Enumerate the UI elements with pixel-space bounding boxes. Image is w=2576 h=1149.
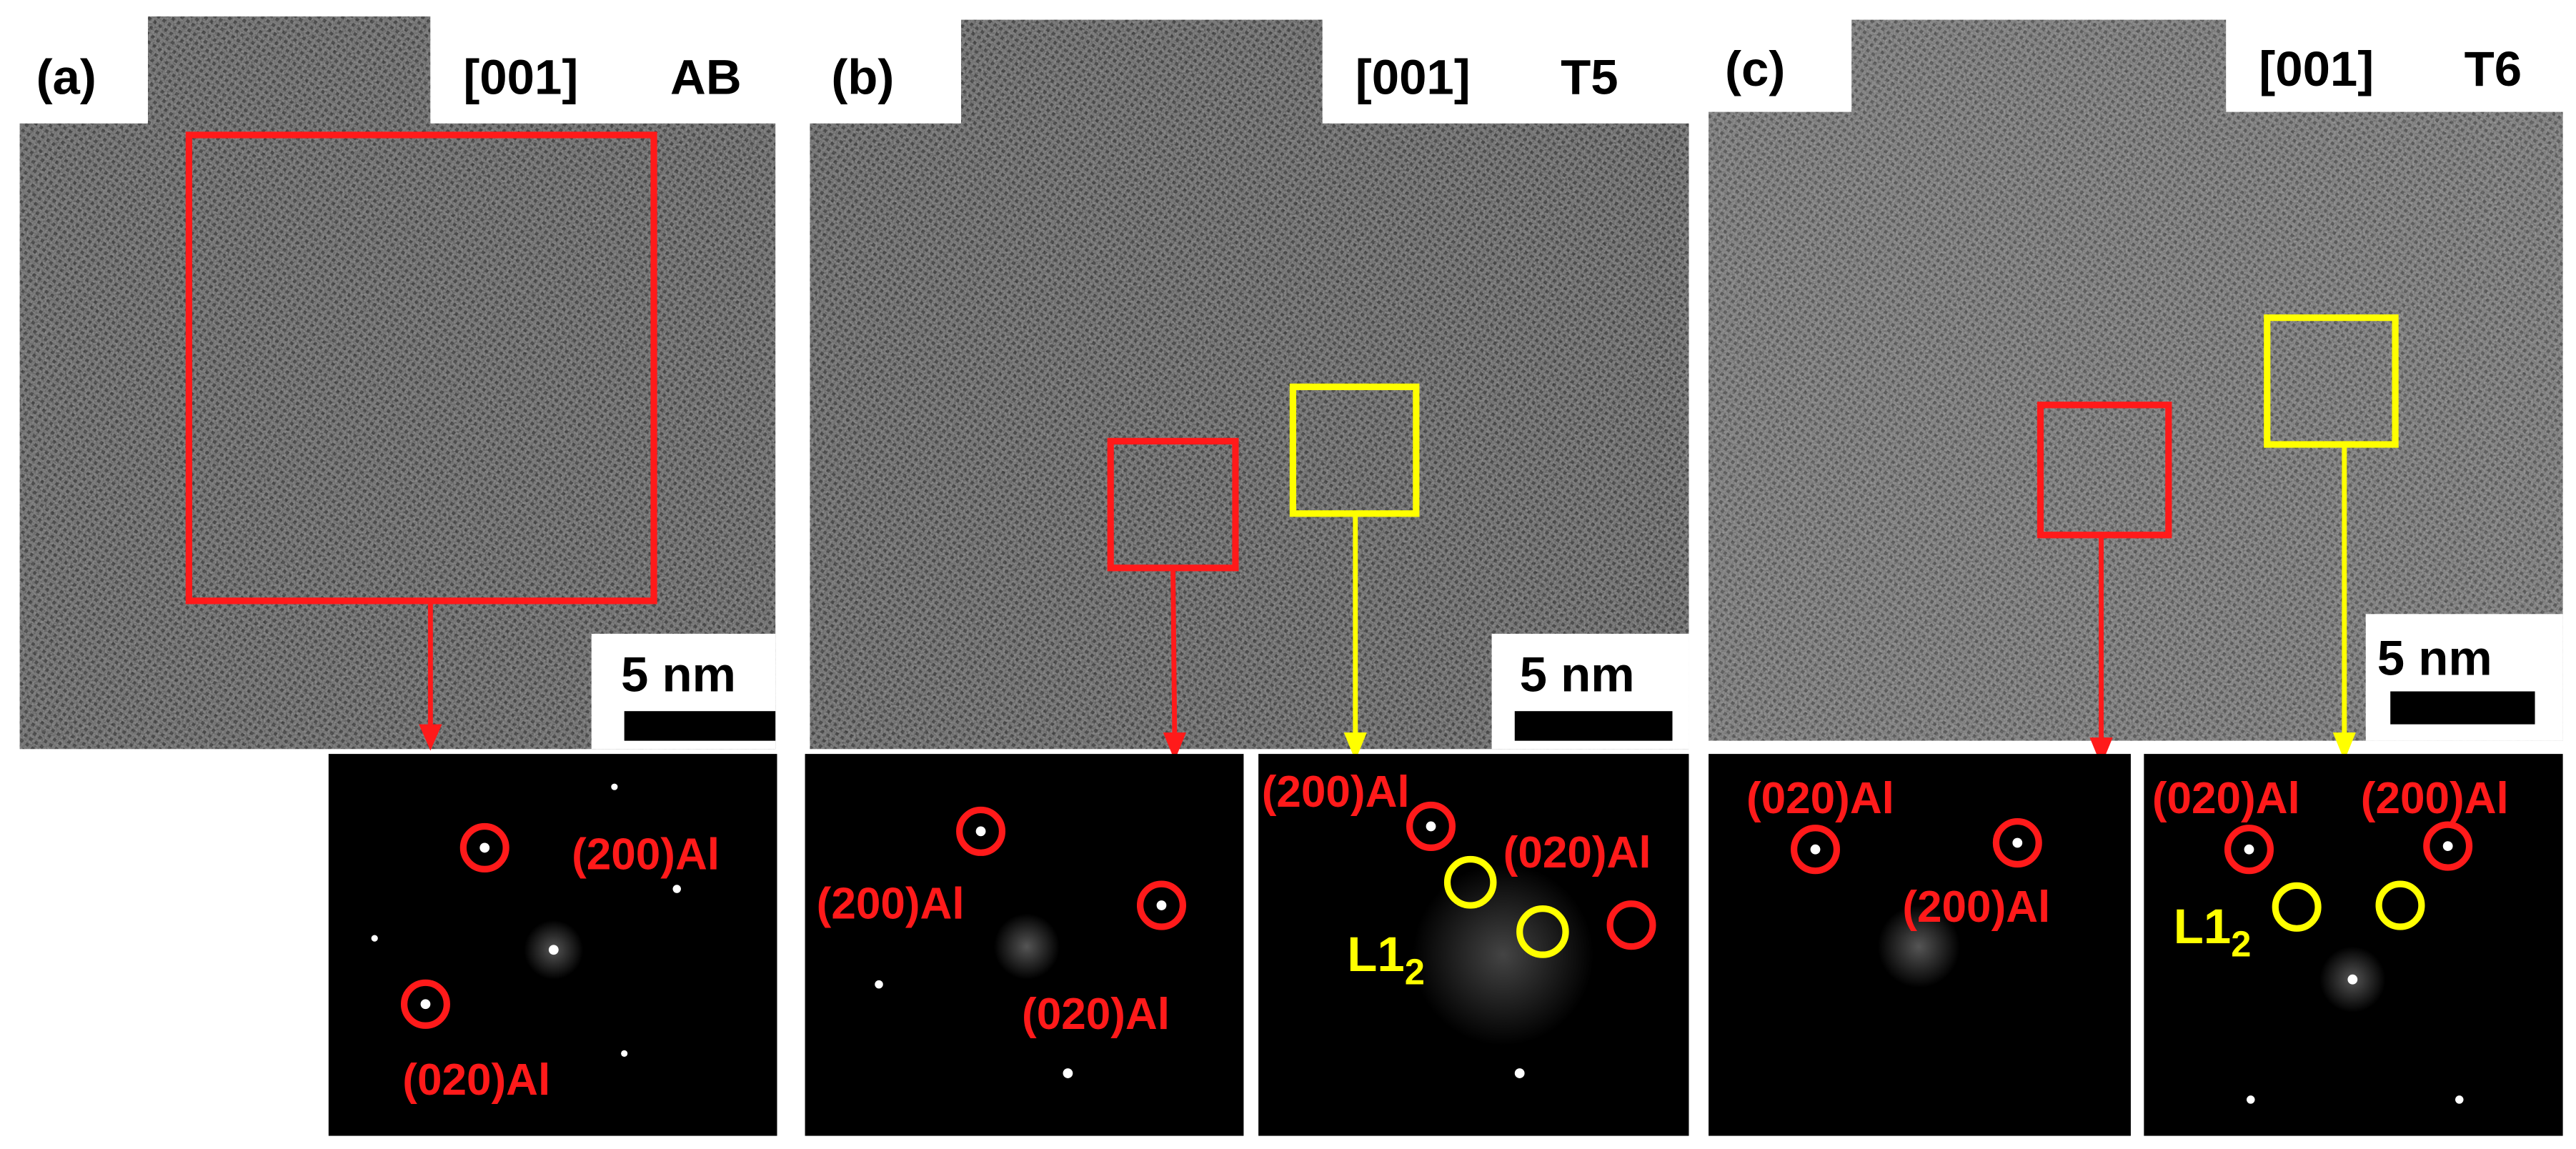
zone-axis: [001]: [1356, 49, 1471, 104]
spot-circle: [400, 979, 450, 1029]
fft-spot: [2247, 1095, 2255, 1104]
label-area: [19, 16, 148, 122]
fft-spot: [1426, 821, 1436, 832]
fft-center: [1877, 905, 1960, 988]
spot-circle: [2375, 880, 2425, 930]
spot-circle: [1516, 905, 1569, 958]
fft-spot: [2012, 837, 2023, 848]
phase-subscript: 2: [1405, 952, 1425, 993]
plane-label: (020)Al: [2152, 774, 2300, 823]
plane-label: (020)Al: [1746, 774, 1894, 823]
zone-axis: [001]: [2259, 41, 2374, 96]
condition: AB: [670, 49, 742, 104]
arrow: [1170, 567, 1178, 736]
plane-label: (200)Al: [2361, 774, 2509, 823]
fft-spot: [371, 935, 378, 942]
spot-circle: [2272, 882, 2322, 932]
fft-spot: [2244, 844, 2254, 855]
scale-bar: [1514, 711, 1673, 741]
scale-bar: [624, 711, 776, 741]
label-area: [1322, 16, 1689, 122]
plane-label: (200)Al: [817, 879, 965, 928]
fft-center: [993, 913, 1060, 980]
fft-spot: [1514, 1068, 1525, 1078]
spot-circle: [956, 806, 1006, 856]
zone-axis: [001]: [463, 49, 578, 104]
fft-spot: [2442, 841, 2453, 852]
fft-spot: [672, 885, 681, 893]
plane-label: (020)Al: [1022, 990, 1170, 1039]
tem-image: [19, 16, 776, 750]
fft-spot: [1063, 1068, 1073, 1078]
tem-image: [810, 19, 1689, 750]
roi-box: [2037, 402, 2172, 539]
fft-spot: [548, 945, 559, 955]
spot-circle: [1606, 900, 1656, 950]
arrow-head: [2089, 737, 2113, 766]
plane-label: (200)Al: [1262, 767, 1410, 817]
fft-image: [2144, 754, 2563, 1136]
roi-box: [2264, 314, 2399, 448]
condition: T5: [1561, 49, 1618, 104]
fft-spot: [875, 980, 883, 989]
label-area: [805, 16, 961, 122]
label-area: [430, 16, 776, 122]
spot-circle: [1992, 817, 2042, 868]
spot-circle: [1136, 880, 1186, 930]
condition: T6: [2465, 41, 2522, 96]
panel-label: (b): [831, 49, 894, 104]
arrow-head: [419, 724, 442, 751]
fft-spot: [621, 1050, 628, 1057]
spot-circle: [1443, 855, 1497, 909]
spot-circle: [459, 822, 509, 872]
label-area: [1705, 16, 1852, 111]
fft-spot: [2455, 1095, 2464, 1104]
phase-text: L1: [2174, 898, 2231, 954]
fft-spot: [2347, 974, 2358, 985]
fft-spot: [420, 999, 431, 1010]
phase-text: L1: [1347, 926, 1404, 982]
scale-label: 5 nm: [1520, 647, 1635, 702]
fft-spot: [1810, 844, 1821, 855]
fft-spot: [611, 783, 618, 790]
scale-bar: [2390, 691, 2535, 725]
plane-label: (020)Al: [402, 1055, 550, 1105]
arrow-head: [1343, 732, 1367, 761]
tem-image: [1709, 19, 2563, 741]
phase-label: L12: [2174, 898, 2252, 965]
fft-spot: [479, 842, 490, 853]
fft-spot: [1156, 900, 1167, 910]
spot-circle: [1406, 801, 1456, 852]
spot-circle: [1791, 825, 1840, 875]
panel-label: (c): [1725, 41, 1785, 96]
phase-label: L12: [1347, 926, 1425, 993]
plane-label: (200)Al: [572, 830, 720, 879]
label-area: [2226, 16, 2572, 109]
phase-subscript: 2: [2231, 923, 2251, 964]
fft-spot: [975, 826, 986, 837]
fft-center: [1413, 864, 1594, 1045]
arrow-head: [2332, 732, 2356, 761]
scale-label: 5 nm: [621, 647, 736, 702]
spot-circle: [2423, 821, 2473, 871]
plane-label: (020)Al: [1503, 828, 1651, 877]
panel-label: (a): [36, 49, 96, 104]
spot-circle: [2224, 825, 2274, 875]
scale-label: 5 nm: [2377, 630, 2492, 685]
arrow-head: [1163, 732, 1186, 761]
roi-box: [185, 131, 657, 605]
plane-label: (200)Al: [1902, 882, 2050, 932]
